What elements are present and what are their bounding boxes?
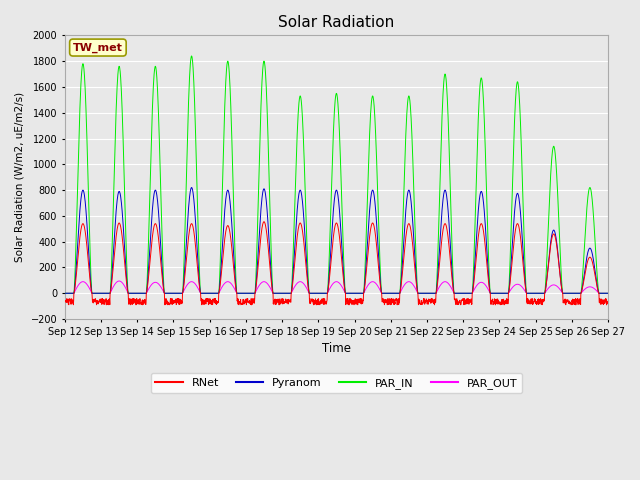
RNet xyxy=(572,300,579,305)
Legend: RNet, Pyranom, PAR_IN, PAR_OUT: RNet, Pyranom, PAR_IN, PAR_OUT xyxy=(150,373,522,393)
PAR_IN xyxy=(364,181,372,187)
PAR_OUT xyxy=(212,290,220,296)
RNet xyxy=(572,302,580,308)
RNet xyxy=(352,301,360,307)
Line: PAR_IN: PAR_IN xyxy=(65,56,608,293)
Pyranom xyxy=(604,290,612,296)
PAR_OUT xyxy=(61,290,68,296)
Text: TW_met: TW_met xyxy=(73,42,123,53)
Y-axis label: Solar Radiation (W/m2, uE/m2/s): Solar Radiation (W/m2, uE/m2/s) xyxy=(15,92,25,262)
PAR_OUT xyxy=(364,283,372,288)
Pyranom xyxy=(364,233,372,239)
Pyranom xyxy=(572,290,579,296)
Pyranom xyxy=(494,290,502,296)
RNet xyxy=(212,298,220,303)
Pyranom xyxy=(556,271,564,276)
PAR_OUT xyxy=(572,290,579,296)
RNet xyxy=(61,299,68,304)
PAR_OUT xyxy=(494,290,502,296)
PAR_OUT xyxy=(115,278,123,284)
PAR_IN xyxy=(352,290,360,296)
PAR_OUT xyxy=(352,290,360,296)
Line: RNet: RNet xyxy=(65,222,608,305)
Line: Pyranom: Pyranom xyxy=(65,188,608,293)
PAR_IN xyxy=(61,290,68,296)
PAR_IN xyxy=(494,290,502,296)
PAR_IN xyxy=(188,53,195,59)
PAR_IN xyxy=(212,290,220,296)
Pyranom xyxy=(188,185,195,191)
X-axis label: Time: Time xyxy=(322,342,351,355)
RNet xyxy=(604,300,612,306)
Pyranom xyxy=(352,290,360,296)
RNet xyxy=(260,219,268,225)
RNet xyxy=(364,252,372,257)
PAR_OUT xyxy=(604,290,612,296)
Line: PAR_OUT: PAR_OUT xyxy=(65,281,608,293)
Pyranom xyxy=(61,290,68,296)
RNet xyxy=(494,300,502,306)
Pyranom xyxy=(212,290,220,296)
PAR_IN xyxy=(572,290,579,296)
PAR_IN xyxy=(556,244,564,250)
RNet xyxy=(556,272,564,277)
PAR_OUT xyxy=(556,287,564,292)
Title: Solar Radiation: Solar Radiation xyxy=(278,15,394,30)
PAR_IN xyxy=(604,290,612,296)
